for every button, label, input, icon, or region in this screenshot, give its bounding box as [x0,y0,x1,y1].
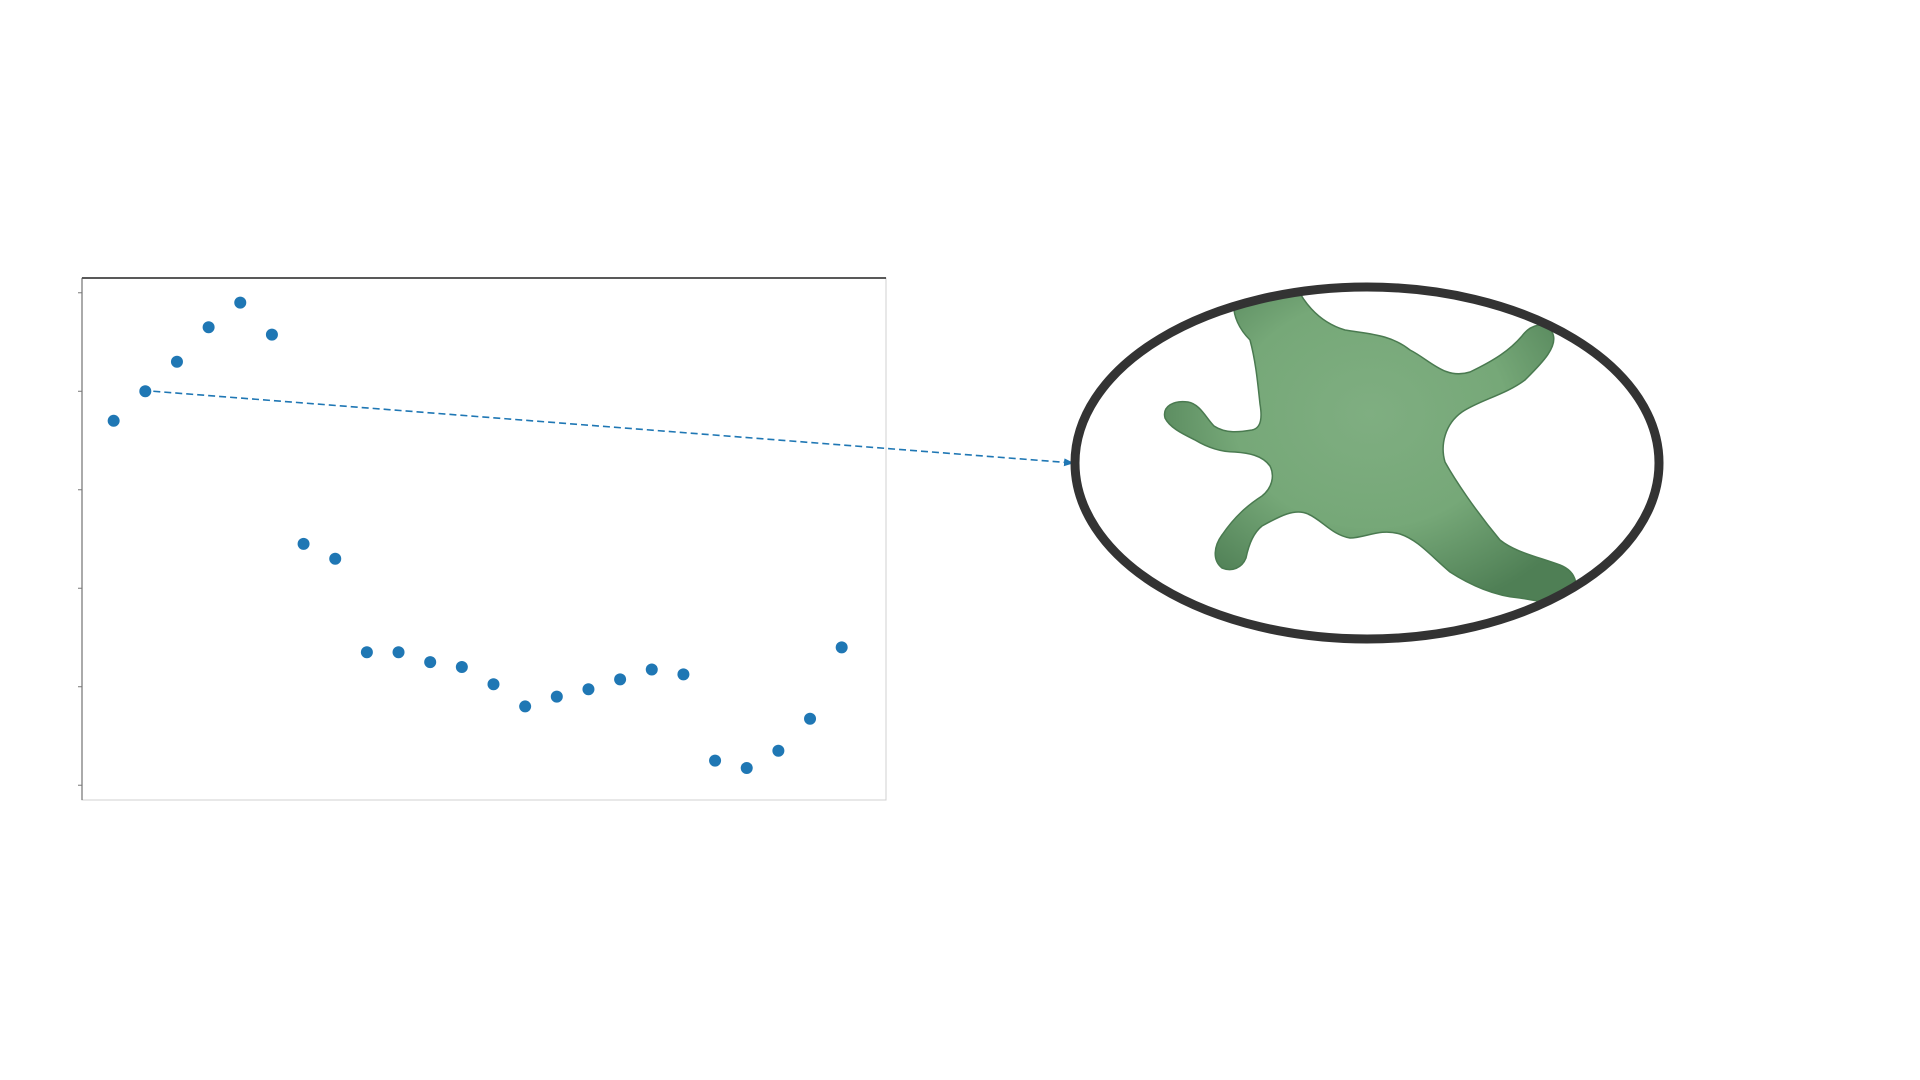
inset-border [1070,282,1664,644]
scatter-plot [78,277,887,801]
data-point-6 [265,328,278,341]
data-point-2 [139,385,152,398]
data-points [107,296,848,774]
data-point-19 [677,668,690,681]
data-point-9 [360,646,373,659]
plot-frame [81,277,887,801]
data-point-16 [582,683,595,696]
data-point-5 [234,296,247,309]
y-axis-ticks [78,292,82,786]
data-point-11 [424,656,437,669]
data-point-14 [519,700,532,713]
data-point-17 [614,673,627,686]
data-point-12 [455,661,468,674]
data-point-3 [170,355,183,368]
data-point-21 [740,761,753,774]
data-point-7 [297,537,310,550]
data-point-4 [202,321,215,334]
branched-cell-shape-icon [1163,287,1577,604]
data-point-1 [107,414,120,427]
data-point-20 [709,754,722,767]
data-point-18 [645,663,658,676]
shape-inset [1070,282,1664,644]
data-point-10 [392,646,405,659]
data-point-24 [835,641,848,654]
data-point-15 [550,690,563,703]
data-point-13 [487,678,500,691]
data-point-23 [804,712,817,725]
data-point-22 [772,744,785,757]
data-point-8 [329,552,342,565]
